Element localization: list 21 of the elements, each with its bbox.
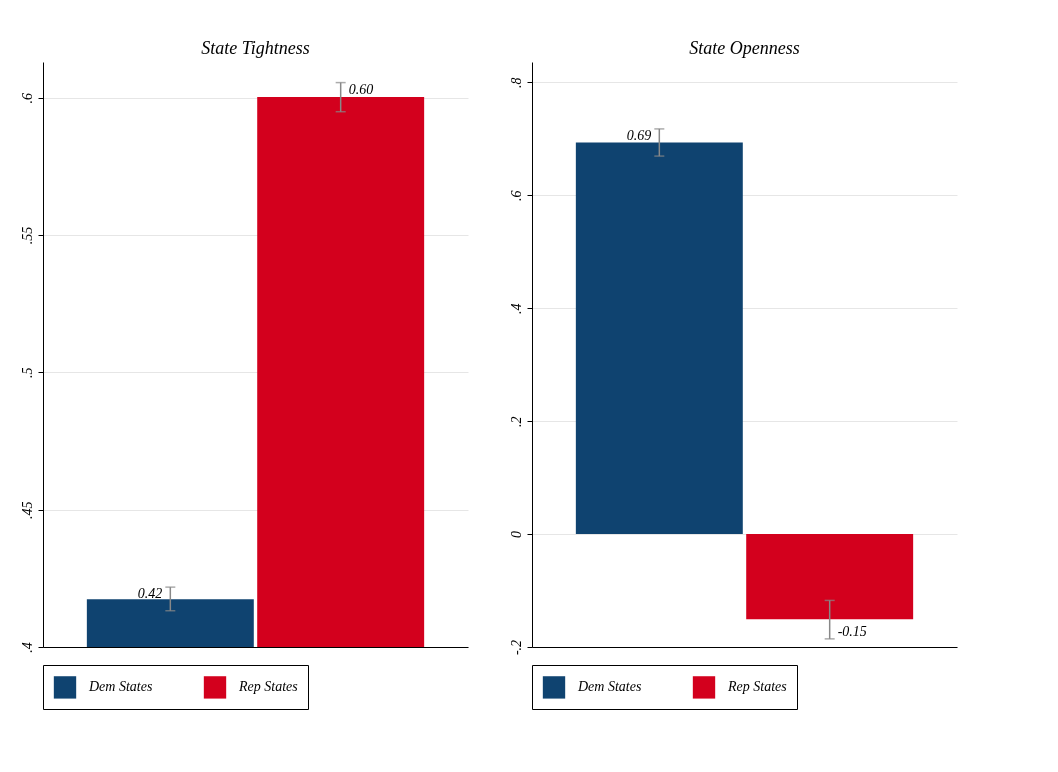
y-tick-label: .55 (19, 226, 35, 245)
legend-label: Dem States (577, 679, 642, 695)
y-tick-label: .5 (19, 367, 35, 379)
data-label: 0.69 (626, 127, 652, 143)
y-tick-label: .8 (508, 77, 524, 89)
y-tick-label: .45 (19, 501, 35, 519)
legend-label: Dem States (88, 679, 153, 695)
data-label: 0.42 (137, 586, 163, 602)
legend-label: Rep States (727, 679, 788, 695)
chart-title: State Openness (689, 38, 800, 58)
y-tick-label: .4 (508, 303, 524, 314)
chart-title: State Tightness (201, 38, 310, 58)
y-tick-label: .6 (508, 190, 524, 202)
y-tick-label: 0 (508, 531, 524, 539)
y-tick-label: .4 (19, 642, 35, 653)
data-label: -0.15 (837, 623, 867, 639)
data-label: 0.60 (348, 81, 374, 97)
y-tick-label: .6 (19, 92, 35, 104)
y-tick-label: -.2 (508, 639, 524, 656)
y-tick-label: .2 (508, 416, 524, 427)
legend-label: Rep States (238, 679, 299, 695)
